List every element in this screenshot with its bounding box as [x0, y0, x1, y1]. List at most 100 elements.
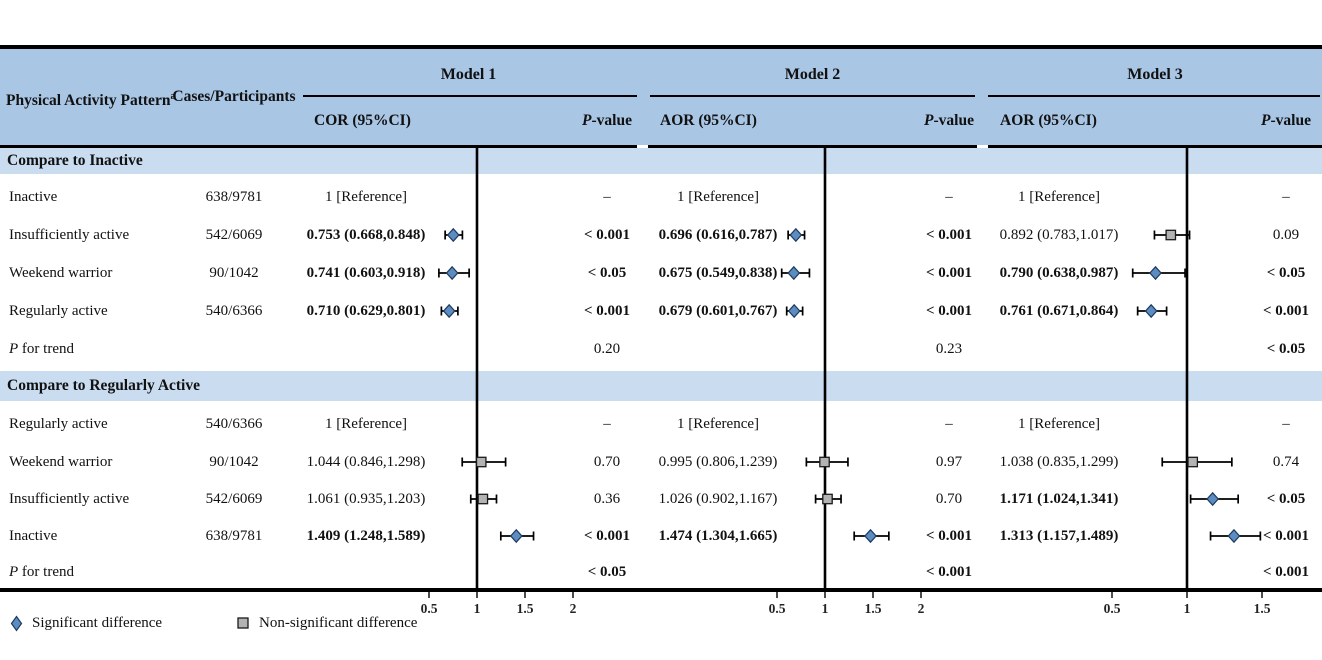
axis-tick-label: 0.5: [769, 601, 786, 616]
m1-p-value: < 0.05: [587, 564, 627, 580]
row-label: Inactive: [9, 189, 58, 205]
axis-tick-label: 1: [1184, 601, 1191, 616]
m3-or-value: 0.892 (0.783,1.017): [999, 227, 1119, 243]
cases-value: 90/1042: [209, 454, 259, 470]
row-label: Weekend warrior: [9, 454, 113, 470]
table-top-border: [0, 45, 1322, 49]
model3-header: Model 3: [1127, 66, 1183, 83]
axis-tick-label: 1.5: [865, 601, 882, 616]
legend-label: Significant difference: [32, 614, 163, 631]
cases-value: 542/6069: [205, 227, 263, 243]
model2-header: Model 2: [784, 66, 841, 83]
table-row: Regularly active 540/6366 0.710 (0.629,0…: [0, 292, 1322, 330]
axis-tick-label: 2: [570, 601, 577, 616]
m2-p-value: < 0.001: [925, 265, 973, 281]
section-band-regularly-active: Compare to Regularly Active: [0, 371, 1322, 401]
cases-value: 638/9781: [205, 189, 263, 205]
table-header: [0, 49, 1322, 145]
m2-or-value: 1 [Reference]: [676, 189, 760, 205]
m3-or-value: 0.790 (0.638,0.987): [999, 265, 1119, 281]
m3-p-value: –: [1282, 189, 1290, 205]
axis-tick-label: 2: [918, 601, 925, 616]
m3-p-value: < 0.001: [1262, 303, 1310, 319]
legend-significant: Significant difference: [10, 609, 162, 637]
row-label: Insufficiently active: [9, 227, 130, 243]
axis-tick-label: 1: [822, 601, 829, 616]
model1-underline: [303, 95, 637, 97]
m2-p-value: < 0.001: [925, 528, 973, 544]
table-bottom-border: [0, 588, 1322, 592]
m1-p-value: < 0.001: [583, 227, 631, 243]
model1-pvalue-header: P-value: [582, 112, 632, 129]
cases-value: 540/6366: [205, 416, 263, 432]
m2-or-value: 0.679 (0.601,0.767): [658, 303, 778, 319]
cases-value: 638/9781: [205, 528, 263, 544]
m3-or-value: 1 [Reference]: [1017, 189, 1101, 205]
row-label: Weekend warrior: [9, 265, 113, 281]
axis-tick-label: 0.5: [421, 601, 438, 616]
m3-p-value: < 0.05: [1266, 491, 1306, 507]
cases-value: 542/6069: [205, 491, 263, 507]
table-row: Inactive 638/9781 1.409 (1.248,1.589) < …: [0, 517, 1322, 555]
section-title: Compare to Regularly Active: [7, 377, 200, 394]
model3-pvalue-header: P-value: [1261, 112, 1311, 129]
m2-p-value: 0.97: [935, 454, 963, 470]
m2-p-value: 0.70: [935, 491, 963, 507]
m3-p-value: –: [1282, 416, 1290, 432]
m2-or-value: 1.474 (1.304,1.665): [658, 528, 778, 544]
table-row: Inactive 638/9781 1 [Reference] – 1 [Ref…: [0, 178, 1322, 216]
m1-or-value: 1.409 (1.248,1.589): [306, 528, 426, 544]
section-band-inactive: Compare to Inactive: [0, 148, 1322, 174]
m3-or-value: 1.038 (0.835,1.299): [999, 454, 1119, 470]
m1-or-value: 0.710 (0.629,0.801): [306, 303, 426, 319]
m3-or-value: 1.313 (1.157,1.489): [999, 528, 1119, 544]
pattern-header-footnote: a: [170, 91, 176, 102]
m1-p-value: < 0.001: [583, 528, 631, 544]
table-row: Regularly active 540/6366 1 [Reference] …: [0, 405, 1322, 443]
model2-underline: [650, 95, 975, 97]
header-bottom-border-right: [988, 145, 1322, 148]
m1-or-value: 1 [Reference]: [324, 416, 408, 432]
row-label: P for trend: [9, 341, 74, 357]
header-bottom-border-mid: [648, 145, 977, 148]
m1-p-value: < 0.05: [587, 265, 627, 281]
trend-row: P for trend 0.20 0.23 < 0.05: [0, 330, 1322, 368]
m1-p-value: –: [603, 189, 611, 205]
m1-p-value: < 0.001: [583, 303, 631, 319]
section-title: Compare to Inactive: [7, 152, 143, 169]
row-label: Regularly active: [9, 303, 108, 319]
model2-pvalue-header: P-value: [924, 112, 974, 129]
nonsignificant-square-icon: [237, 617, 249, 629]
cases-value: 540/6366: [205, 303, 263, 319]
m3-p-value: < 0.05: [1266, 341, 1306, 357]
pattern-header-text: Physical Activity Pattern: [6, 92, 171, 110]
table-row: Insufficiently active 542/6069 0.753 (0.…: [0, 216, 1322, 254]
header-bottom-border-left: [0, 145, 637, 148]
legend-label: Non-significant difference: [259, 614, 418, 631]
row-label: Regularly active: [9, 416, 108, 432]
m3-p-value: 0.74: [1272, 454, 1300, 470]
row-label: P for trend: [9, 564, 74, 580]
m3-p-value: 0.09: [1272, 227, 1300, 243]
axis-tick-label: 0.5: [1104, 601, 1121, 616]
m2-or-value: 0.675 (0.549,0.838): [658, 265, 778, 281]
m1-or-value: 1 [Reference]: [324, 189, 408, 205]
m3-or-value: 1 [Reference]: [1017, 416, 1101, 432]
model2-or-header: AOR (95%CI): [660, 112, 757, 129]
m3-or-value: 0.761 (0.671,0.864): [999, 303, 1119, 319]
m1-p-value: 0.70: [593, 454, 621, 470]
m2-p-value: < 0.001: [925, 227, 973, 243]
model3-underline: [988, 95, 1320, 97]
m3-or-value: 1.171 (1.024,1.341): [999, 491, 1119, 507]
m2-p-value: < 0.001: [925, 303, 973, 319]
m3-p-value: < 0.001: [1262, 564, 1310, 580]
legend-nonsignificant: Non-significant difference: [236, 609, 417, 637]
table-row: Weekend warrior 90/1042 0.741 (0.603,0.9…: [0, 254, 1322, 292]
row-label: Inactive: [9, 528, 58, 544]
m3-p-value: < 0.001: [1262, 528, 1310, 544]
model1-or-header: COR (95%CI): [314, 112, 411, 129]
trend-row: P for trend < 0.05 < 0.001 < 0.001: [0, 553, 1322, 591]
cases-value: 90/1042: [209, 265, 259, 281]
m1-or-value: 1.061 (0.935,1.203): [306, 491, 426, 507]
